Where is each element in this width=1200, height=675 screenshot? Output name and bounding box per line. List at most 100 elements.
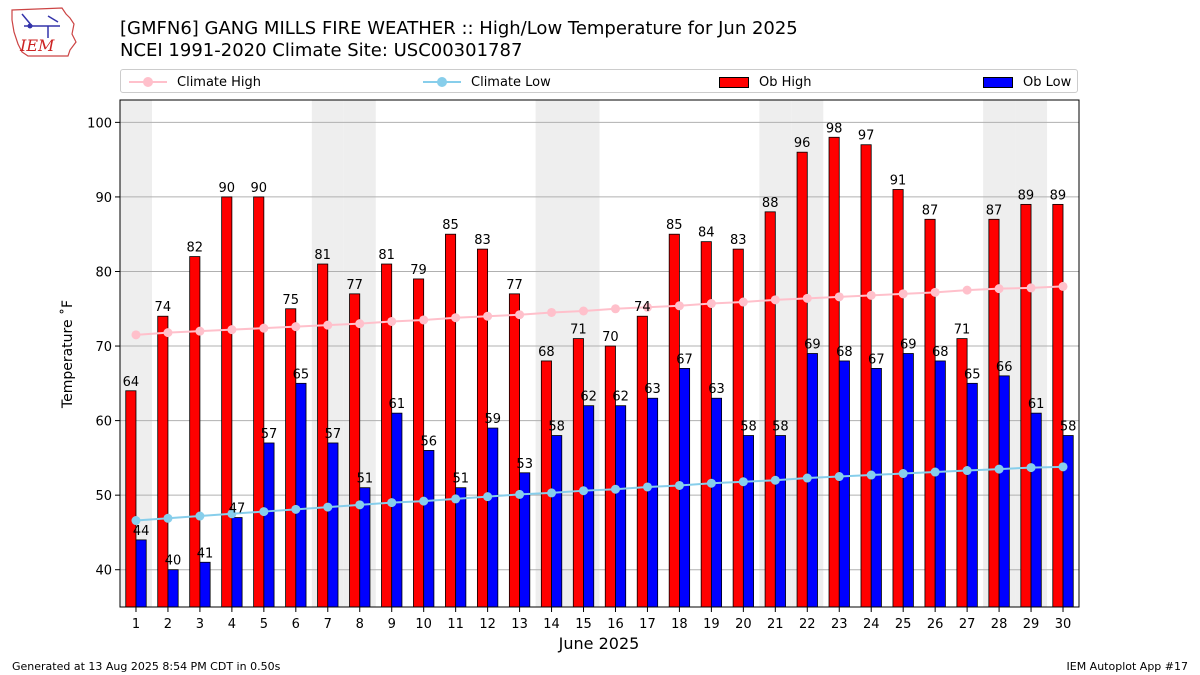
- data-label-ob-high: 88: [762, 196, 779, 211]
- data-label-ob-low: 65: [964, 367, 981, 382]
- point-climate-high: [930, 287, 940, 297]
- data-label-ob-high: 64: [123, 375, 140, 390]
- bar-ob-high: [125, 390, 137, 608]
- point-climate-high: [642, 302, 652, 312]
- point-climate-low: [930, 467, 940, 477]
- legend-label-climate-high: Climate High: [177, 74, 262, 90]
- data-label-ob-low: 59: [484, 412, 501, 427]
- x-tick-label: 6: [292, 617, 300, 632]
- point-climate-high: [962, 285, 972, 295]
- data-label-ob-high: 85: [442, 218, 459, 233]
- bar-ob-high: [892, 189, 904, 608]
- point-climate-low: [770, 475, 780, 485]
- point-climate-low: [738, 477, 748, 487]
- legend-item-climate-low: Climate Low: [423, 73, 551, 91]
- x-tick-label: 26: [927, 617, 944, 632]
- bar-ob-high: [1052, 203, 1064, 608]
- point-climate-high: [419, 315, 429, 325]
- y-axis-label: Temperature ˚F: [59, 300, 76, 409]
- data-label-ob-low: 63: [708, 382, 725, 397]
- data-label-ob-high: 83: [730, 233, 747, 248]
- data-label-ob-low: 62: [580, 390, 597, 405]
- data-label-ob-low: 67: [676, 352, 693, 367]
- bar-ob-low: [1062, 435, 1074, 608]
- x-tick-label: 8: [356, 617, 364, 632]
- point-climate-low: [898, 469, 908, 479]
- data-label-ob-high: 83: [474, 233, 491, 248]
- bar-ob-low: [327, 442, 339, 608]
- logo-text: IEM: [19, 36, 55, 55]
- x-tick-label: 5: [260, 617, 268, 632]
- point-climate-low: [674, 480, 684, 490]
- point-climate-low: [419, 496, 429, 506]
- x-tick-label: 23: [831, 617, 848, 632]
- title-line-1: [GMFN6] GANG MILLS FIRE WEATHER :: High/…: [120, 18, 798, 39]
- x-tick-label: 30: [1055, 617, 1072, 632]
- bar-ob-low: [135, 539, 147, 608]
- point-climate-high: [131, 330, 141, 340]
- data-label-ob-high: 87: [986, 203, 1003, 218]
- point-climate-low: [610, 484, 620, 494]
- data-label-ob-low: 40: [165, 554, 182, 569]
- bar-ob-low: [774, 435, 786, 608]
- bar-ob-high: [253, 196, 265, 608]
- x-tick-label: 15: [575, 617, 592, 632]
- point-climate-high: [355, 319, 365, 329]
- x-tick-label: 21: [767, 617, 784, 632]
- point-climate-low: [483, 492, 493, 502]
- point-climate-high: [387, 316, 397, 326]
- data-label-ob-high: 74: [634, 300, 651, 315]
- point-climate-low: [962, 466, 972, 476]
- point-climate-low: [642, 482, 652, 492]
- point-climate-high: [1026, 283, 1036, 293]
- point-climate-low: [1058, 462, 1068, 472]
- title-line-2: NCEI 1991-2020 Climate Site: USC00301787: [120, 40, 523, 61]
- data-label-ob-low: 57: [261, 427, 278, 442]
- point-climate-high: [802, 293, 812, 303]
- point-climate-high: [259, 323, 269, 333]
- bar-ob-low: [231, 517, 243, 608]
- bar-ob-low: [966, 382, 978, 608]
- x-tick-label: 25: [895, 617, 912, 632]
- y-tick-label: 60: [95, 415, 112, 430]
- data-label-ob-low: 58: [1060, 420, 1077, 435]
- data-label-ob-high: 89: [1050, 188, 1067, 203]
- point-climate-high: [291, 322, 301, 332]
- legend-label-ob-high: Ob High: [759, 74, 812, 90]
- data-label-ob-low: 47: [229, 502, 246, 517]
- x-tick-label: 9: [388, 617, 396, 632]
- data-label-ob-high: 87: [922, 203, 939, 218]
- data-label-ob-high: 77: [506, 278, 523, 293]
- x-tick-label: 7: [324, 617, 332, 632]
- bar-ob-high: [636, 315, 648, 608]
- data-label-ob-low: 58: [740, 420, 757, 435]
- bar-ob-high: [764, 211, 776, 608]
- x-tick-label: 19: [703, 617, 720, 632]
- data-label-ob-low: 69: [804, 338, 821, 353]
- point-climate-high: [483, 311, 493, 321]
- data-label-ob-high: 74: [155, 300, 172, 315]
- bar-ob-low: [615, 405, 627, 608]
- bar-ob-low: [455, 487, 467, 608]
- data-label-ob-low: 51: [357, 472, 374, 487]
- point-climate-low: [515, 489, 525, 499]
- data-label-ob-high: 71: [570, 323, 587, 338]
- point-climate-high: [834, 292, 844, 302]
- data-label-ob-high: 79: [410, 263, 427, 278]
- point-climate-high: [770, 295, 780, 305]
- data-label-ob-high: 97: [858, 129, 875, 144]
- x-tick-label: 3: [196, 617, 204, 632]
- data-label-ob-high: 75: [282, 293, 299, 308]
- x-tick-label: 17: [639, 617, 656, 632]
- x-tick-label: 24: [863, 617, 880, 632]
- bar-ob-high: [860, 144, 872, 608]
- bar-ob-low: [391, 412, 403, 608]
- point-climate-high: [451, 313, 461, 323]
- point-climate-low: [259, 507, 269, 517]
- point-climate-low: [706, 478, 716, 488]
- y-tick-label: 70: [95, 340, 112, 355]
- bar-ob-high: [604, 345, 616, 608]
- point-climate-high: [994, 284, 1004, 294]
- data-label-ob-low: 63: [644, 382, 661, 397]
- x-tick-label: 28: [991, 617, 1008, 632]
